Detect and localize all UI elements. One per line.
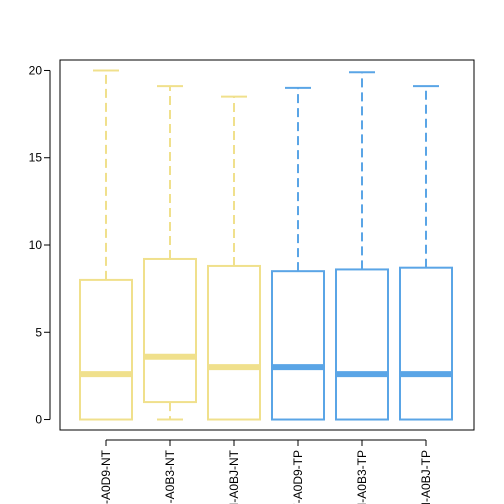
x-tick-label-4: H-A0B3-TP bbox=[355, 450, 369, 504]
x-tick-label-3: 7-A0D9-TP bbox=[291, 450, 305, 504]
box-rect-5 bbox=[399, 266, 453, 421]
box-rect-0 bbox=[79, 278, 133, 421]
x-axis: 7-A0D9-NT H-A0B3-NT H-A0BJ-NT 7-A0D9-TP H-A0… bbox=[99, 439, 433, 504]
x-tick-label-0: 7-A0D9-NT bbox=[99, 449, 113, 504]
y-tick-label-10: 10 bbox=[29, 238, 43, 252]
plot-frame bbox=[59, 59, 475, 431]
box-rect-4 bbox=[335, 268, 389, 421]
x-tick-label-5: H-A0BJ-TP bbox=[419, 450, 433, 504]
y-axis: 0 5 10 15 20 bbox=[29, 63, 51, 427]
y-tick-label-20: 20 bbox=[29, 63, 43, 77]
y-tick-label-15: 15 bbox=[29, 151, 43, 165]
x-tick-label-2: H-A0BJ-NT bbox=[227, 449, 241, 504]
boxes bbox=[79, 69, 453, 421]
x-tick-label-1: H-A0B3-NT bbox=[163, 449, 177, 504]
box-4 bbox=[335, 71, 389, 421]
box-rect-1 bbox=[143, 257, 197, 404]
y-tick-label-5: 5 bbox=[35, 325, 42, 339]
box-3 bbox=[271, 86, 325, 421]
box-5 bbox=[399, 85, 453, 421]
box-1 bbox=[143, 85, 197, 421]
box-2 bbox=[207, 95, 261, 421]
box-0 bbox=[79, 69, 133, 421]
box-rect-2 bbox=[207, 264, 261, 421]
box-rect-3 bbox=[271, 270, 325, 421]
y-tick-label-0: 0 bbox=[35, 413, 42, 427]
